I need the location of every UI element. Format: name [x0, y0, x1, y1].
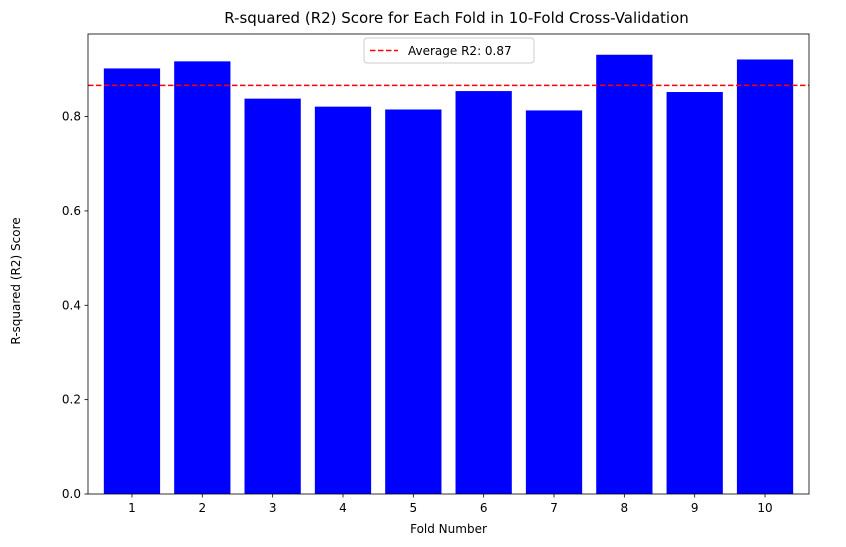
- x-tick-label: 10: [757, 501, 772, 515]
- x-axis-label: Fold Number: [410, 522, 487, 536]
- x-tick-label: 6: [480, 501, 488, 515]
- axes-frame: [87, 33, 810, 495]
- legend: Average R2: 0.87: [363, 37, 535, 64]
- y-tick-label: 0.4: [62, 298, 81, 312]
- y-axis-label: R-squared (R2) Score: [9, 217, 23, 344]
- chart-title: R-squared (R2) Score for Each Fold in 10…: [224, 9, 689, 27]
- legend-label-average: Average R2: 0.87: [408, 44, 512, 58]
- bar-fold-8: [596, 54, 653, 494]
- x-tick-label: 9: [691, 501, 699, 515]
- x-tick-label: 1: [128, 501, 136, 515]
- axes: 0.0 0.2 0.4 0.6 0.8 1 2 3 4 5 6 7 8 9 10: [62, 33, 810, 515]
- x-tick-label: 3: [269, 501, 277, 515]
- x-tick-label: 7: [550, 501, 558, 515]
- x-tick-label: 4: [339, 501, 347, 515]
- x-tick-label: 5: [410, 501, 418, 515]
- y-tick-label: 0.2: [62, 393, 81, 407]
- y-tick-label: 0.0: [62, 487, 81, 501]
- y-tick-label: 0.6: [62, 204, 81, 218]
- bar-fold-1: [103, 68, 161, 494]
- x-tick-label: 8: [621, 501, 629, 515]
- plot-area: [88, 54, 809, 495]
- bar-fold-10: [736, 59, 794, 494]
- bar-fold-5: [385, 109, 442, 495]
- x-tick-label: 2: [198, 501, 206, 515]
- bar-fold-4: [314, 106, 372, 494]
- bar-fold-3: [244, 98, 301, 494]
- bar-fold-2: [174, 61, 231, 495]
- bar-fold-9: [666, 92, 723, 494]
- bar-fold-7: [525, 110, 583, 495]
- legend-box: [363, 37, 535, 64]
- bar-fold-6: [455, 91, 512, 494]
- y-tick-label: 0.8: [62, 110, 81, 124]
